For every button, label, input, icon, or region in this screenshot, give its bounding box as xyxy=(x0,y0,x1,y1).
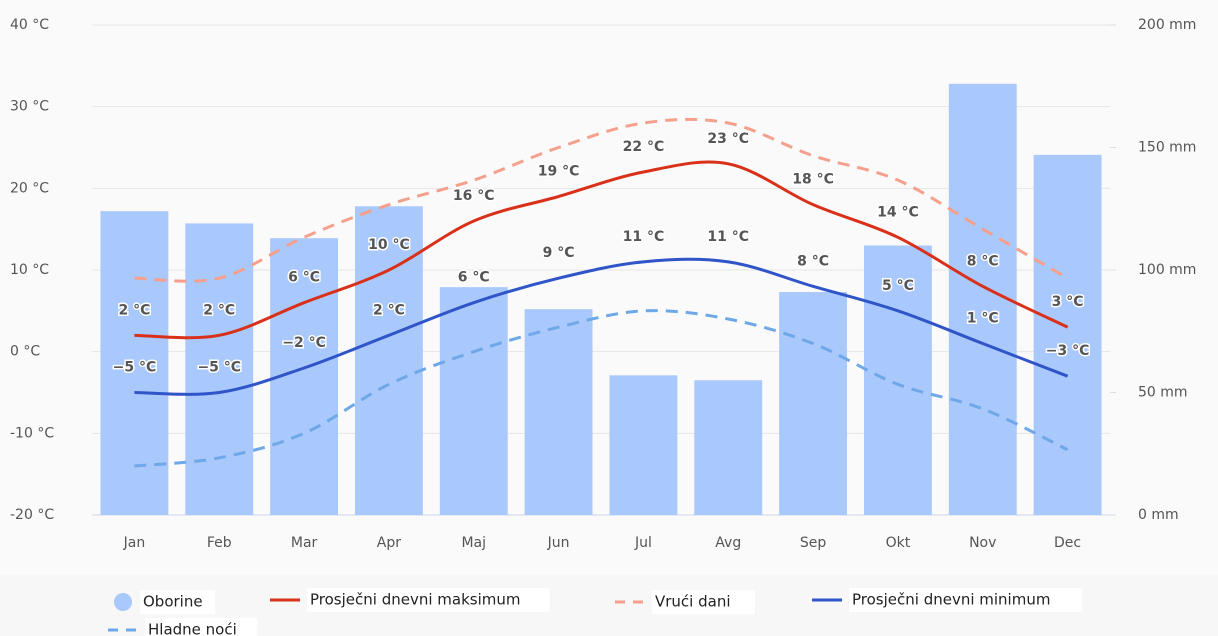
data-label: 11 °C xyxy=(707,229,749,245)
bar xyxy=(524,309,593,515)
x-tick-label: Feb xyxy=(207,535,232,551)
data-label: 10 °C xyxy=(368,237,410,253)
legend-item: Hladne noći xyxy=(108,618,258,636)
y-tick-label: 10 °C xyxy=(10,262,49,278)
legend-label: Hladne noći xyxy=(148,621,237,636)
legend-item: Vrući dani xyxy=(615,590,755,614)
x-tick-label: Nov xyxy=(969,535,996,551)
line xyxy=(134,257,1069,396)
data-label: 2 °C xyxy=(373,302,405,318)
x-tick-label: Mar xyxy=(291,535,318,551)
x-tick-label: Jun xyxy=(547,535,570,551)
legend-item: Prosječni dnevni minimum xyxy=(812,588,1083,612)
data-label: −3 °C xyxy=(1046,343,1090,359)
y2-tick-label: 150 mm xyxy=(1138,140,1196,156)
x-tick-label: Maj xyxy=(461,535,486,551)
data-label: 18 °C xyxy=(792,172,834,188)
data-label: 2 °C xyxy=(118,302,150,318)
x-tick-label: Okt xyxy=(886,535,911,551)
legend-label: Prosječni dnevni maksimum xyxy=(310,591,520,609)
y-tick-label: 30 °C xyxy=(10,99,49,115)
data-label: 2 °C xyxy=(203,302,235,318)
x-tick-label: Apr xyxy=(377,535,401,551)
data-label: 1 °C xyxy=(967,311,999,327)
data-label: 23 °C xyxy=(707,131,749,147)
legend-text-bg xyxy=(307,588,550,612)
y2-tick-label: 200 mm xyxy=(1138,17,1196,33)
y-tick-label: -10 °C xyxy=(10,425,54,441)
legend-symbol xyxy=(114,593,132,611)
y-tick-label: -20 °C xyxy=(10,507,54,523)
y-tick-label: 40 °C xyxy=(10,17,49,33)
legend-text-bg xyxy=(140,590,216,614)
y-tick-label: 0 °C xyxy=(10,344,40,360)
bar xyxy=(694,380,763,515)
y2-tick-label: 50 mm xyxy=(1138,385,1188,401)
data-label: 14 °C xyxy=(877,204,919,220)
legend-label: Prosječni dnevni minimum xyxy=(852,591,1050,609)
x-tick-label: Jan xyxy=(123,535,146,551)
data-label: 8 °C xyxy=(797,253,829,269)
data-label: 6 °C xyxy=(458,270,490,286)
data-label: 16 °C xyxy=(453,188,495,204)
data-label: 6 °C xyxy=(288,270,320,286)
line xyxy=(134,160,1069,340)
y2-tick-label: 100 mm xyxy=(1138,262,1196,278)
legend-text-bg xyxy=(849,588,1083,612)
bar xyxy=(439,287,508,515)
bar xyxy=(1033,154,1102,515)
x-tick-label: Avg xyxy=(715,535,741,551)
legend-text-bg xyxy=(652,590,755,614)
y-tick-label: 20 °C xyxy=(10,180,49,196)
data-label: 22 °C xyxy=(623,139,665,155)
legend-label: Vrući dani xyxy=(655,593,731,611)
data-label: 9 °C xyxy=(543,245,575,261)
line xyxy=(134,117,1069,283)
data-label: 8 °C xyxy=(967,253,999,269)
data-label: 19 °C xyxy=(538,164,580,180)
data-label: −5 °C xyxy=(197,360,241,376)
bar xyxy=(609,375,678,515)
bar xyxy=(185,223,254,515)
legend-text-bg xyxy=(145,618,258,636)
data-label: 3 °C xyxy=(1052,294,1084,310)
y2-tick-label: 0 mm xyxy=(1138,507,1179,523)
data-label: 11 °C xyxy=(623,229,665,245)
data-label: 5 °C xyxy=(882,278,914,294)
x-tick-label: Jul xyxy=(634,535,652,551)
line xyxy=(134,309,1069,468)
x-tick-label: Sep xyxy=(800,535,827,551)
x-tick-label: Dec xyxy=(1054,535,1081,551)
data-label: −5 °C xyxy=(113,360,157,376)
legend-item: Oborine xyxy=(114,590,216,614)
bar xyxy=(779,292,848,515)
legend-item: Prosječni dnevni maksimum xyxy=(270,588,550,612)
data-label: −2 °C xyxy=(282,335,326,351)
legend-label: Oborine xyxy=(143,593,203,611)
bar xyxy=(863,245,932,515)
